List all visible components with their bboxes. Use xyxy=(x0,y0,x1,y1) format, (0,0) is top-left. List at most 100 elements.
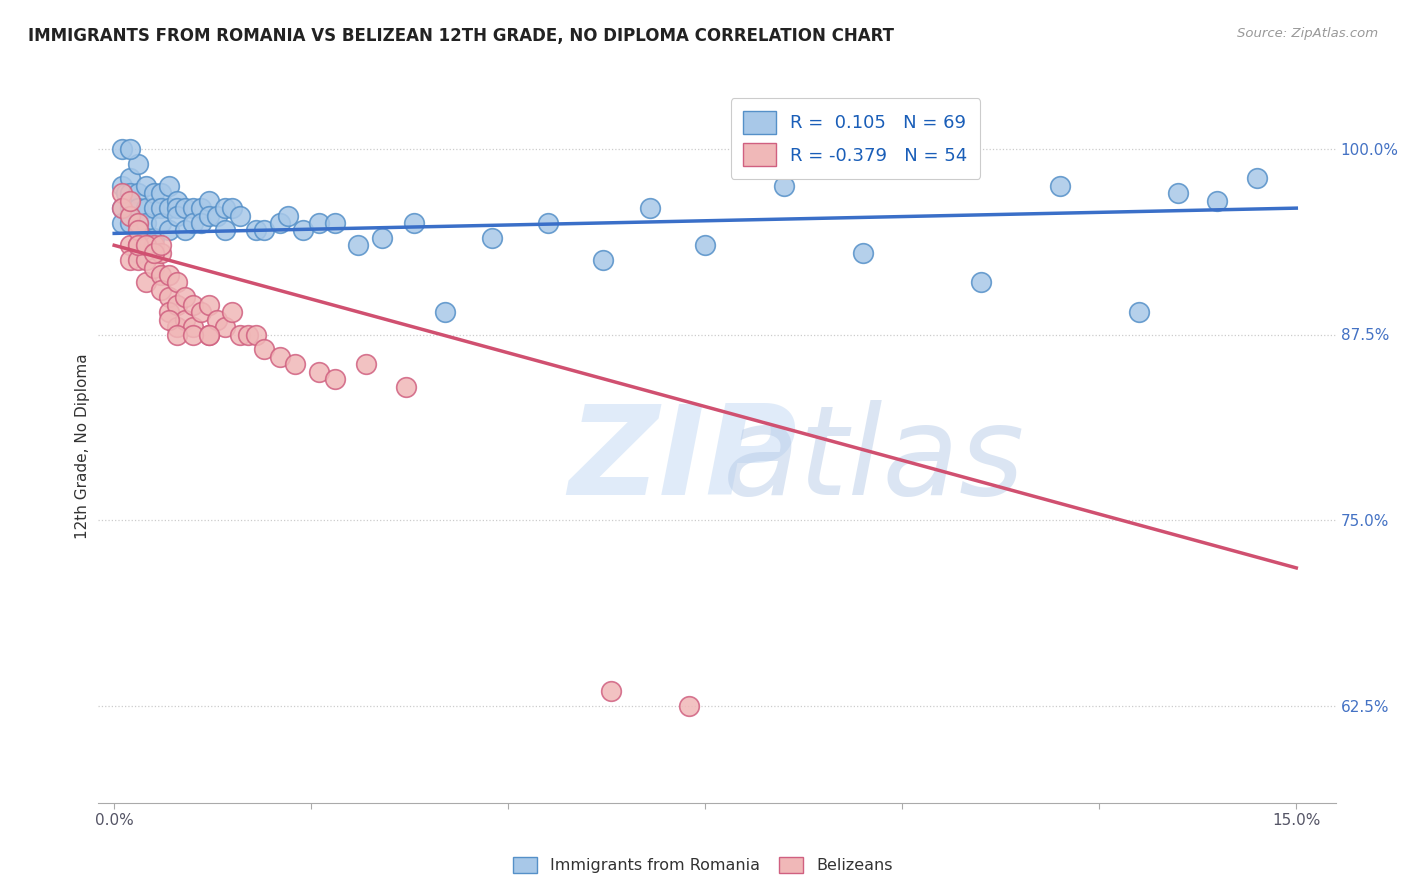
Point xyxy=(181,298,204,312)
Point xyxy=(599,684,621,698)
Point xyxy=(308,365,330,379)
Point xyxy=(127,238,149,252)
Text: ZIP: ZIP xyxy=(568,400,797,521)
Point xyxy=(1167,186,1189,201)
Point xyxy=(142,186,165,201)
Point xyxy=(269,350,291,364)
Point xyxy=(277,209,299,223)
Point xyxy=(214,201,236,215)
Point xyxy=(111,142,134,156)
Point xyxy=(181,201,204,215)
Point xyxy=(118,171,141,186)
Point xyxy=(245,327,267,342)
Point xyxy=(395,379,418,393)
Point xyxy=(269,216,291,230)
Point xyxy=(157,290,180,304)
Point xyxy=(166,276,188,290)
Point xyxy=(402,216,425,230)
Point xyxy=(135,201,157,215)
Legend: Immigrants from Romania, Belizeans: Immigrants from Romania, Belizeans xyxy=(508,850,898,880)
Text: Source: ZipAtlas.com: Source: ZipAtlas.com xyxy=(1237,27,1378,40)
Point xyxy=(150,283,173,297)
Point xyxy=(111,201,134,215)
Text: IMMIGRANTS FROM ROMANIA VS BELIZEAN 12TH GRADE, NO DIPLOMA CORRELATION CHART: IMMIGRANTS FROM ROMANIA VS BELIZEAN 12TH… xyxy=(28,27,894,45)
Point xyxy=(127,216,149,230)
Point xyxy=(127,238,149,252)
Point xyxy=(166,320,188,334)
Text: atlas: atlas xyxy=(723,400,1025,521)
Point xyxy=(214,223,236,237)
Legend: R =  0.105   N = 69, R = -0.379   N = 54: R = 0.105 N = 69, R = -0.379 N = 54 xyxy=(731,98,980,179)
Point xyxy=(205,312,228,326)
Point xyxy=(536,216,558,230)
Point xyxy=(135,216,157,230)
Point xyxy=(284,357,307,371)
Point xyxy=(174,223,197,237)
Point xyxy=(118,238,141,252)
Point xyxy=(150,216,173,230)
Point xyxy=(142,245,165,260)
Point xyxy=(150,186,173,201)
Point xyxy=(174,201,197,215)
Point xyxy=(142,260,165,275)
Point xyxy=(127,216,149,230)
Point xyxy=(118,253,141,268)
Point xyxy=(638,201,661,215)
Point xyxy=(142,231,165,245)
Point xyxy=(852,245,875,260)
Point xyxy=(111,216,134,230)
Point xyxy=(157,268,180,282)
Point xyxy=(214,320,236,334)
Point xyxy=(127,201,149,215)
Point xyxy=(118,142,141,156)
Point xyxy=(166,209,188,223)
Point xyxy=(142,238,165,252)
Point xyxy=(111,186,134,201)
Point xyxy=(1128,305,1150,319)
Point xyxy=(308,216,330,230)
Point xyxy=(221,305,243,319)
Point xyxy=(695,238,717,252)
Point xyxy=(773,178,796,193)
Point xyxy=(245,223,267,237)
Point xyxy=(127,253,149,268)
Point xyxy=(111,201,134,215)
Point xyxy=(1049,178,1071,193)
Point xyxy=(135,253,157,268)
Point xyxy=(135,238,157,252)
Y-axis label: 12th Grade, No Diploma: 12th Grade, No Diploma xyxy=(75,353,90,539)
Point xyxy=(481,231,503,245)
Point xyxy=(221,201,243,215)
Point xyxy=(150,201,173,215)
Point xyxy=(135,178,157,193)
Point xyxy=(229,209,252,223)
Point xyxy=(197,327,219,342)
Point xyxy=(181,320,204,334)
Point xyxy=(166,201,188,215)
Point xyxy=(229,327,252,342)
Point xyxy=(166,194,188,208)
Point xyxy=(135,238,157,252)
Point xyxy=(190,201,212,215)
Point xyxy=(150,268,173,282)
Point xyxy=(253,223,276,237)
Point xyxy=(197,194,219,208)
Point xyxy=(1206,194,1229,208)
Point xyxy=(190,216,212,230)
Point xyxy=(118,201,141,215)
Point xyxy=(150,245,173,260)
Point xyxy=(118,186,141,201)
Point xyxy=(135,231,157,245)
Point xyxy=(157,178,180,193)
Point xyxy=(142,201,165,215)
Point xyxy=(115,186,138,201)
Point xyxy=(253,343,276,357)
Point xyxy=(678,699,700,714)
Point xyxy=(236,327,259,342)
Point xyxy=(970,276,993,290)
Point xyxy=(434,305,457,319)
Point xyxy=(174,290,197,304)
Point xyxy=(135,276,157,290)
Point xyxy=(150,238,173,252)
Point xyxy=(323,372,346,386)
